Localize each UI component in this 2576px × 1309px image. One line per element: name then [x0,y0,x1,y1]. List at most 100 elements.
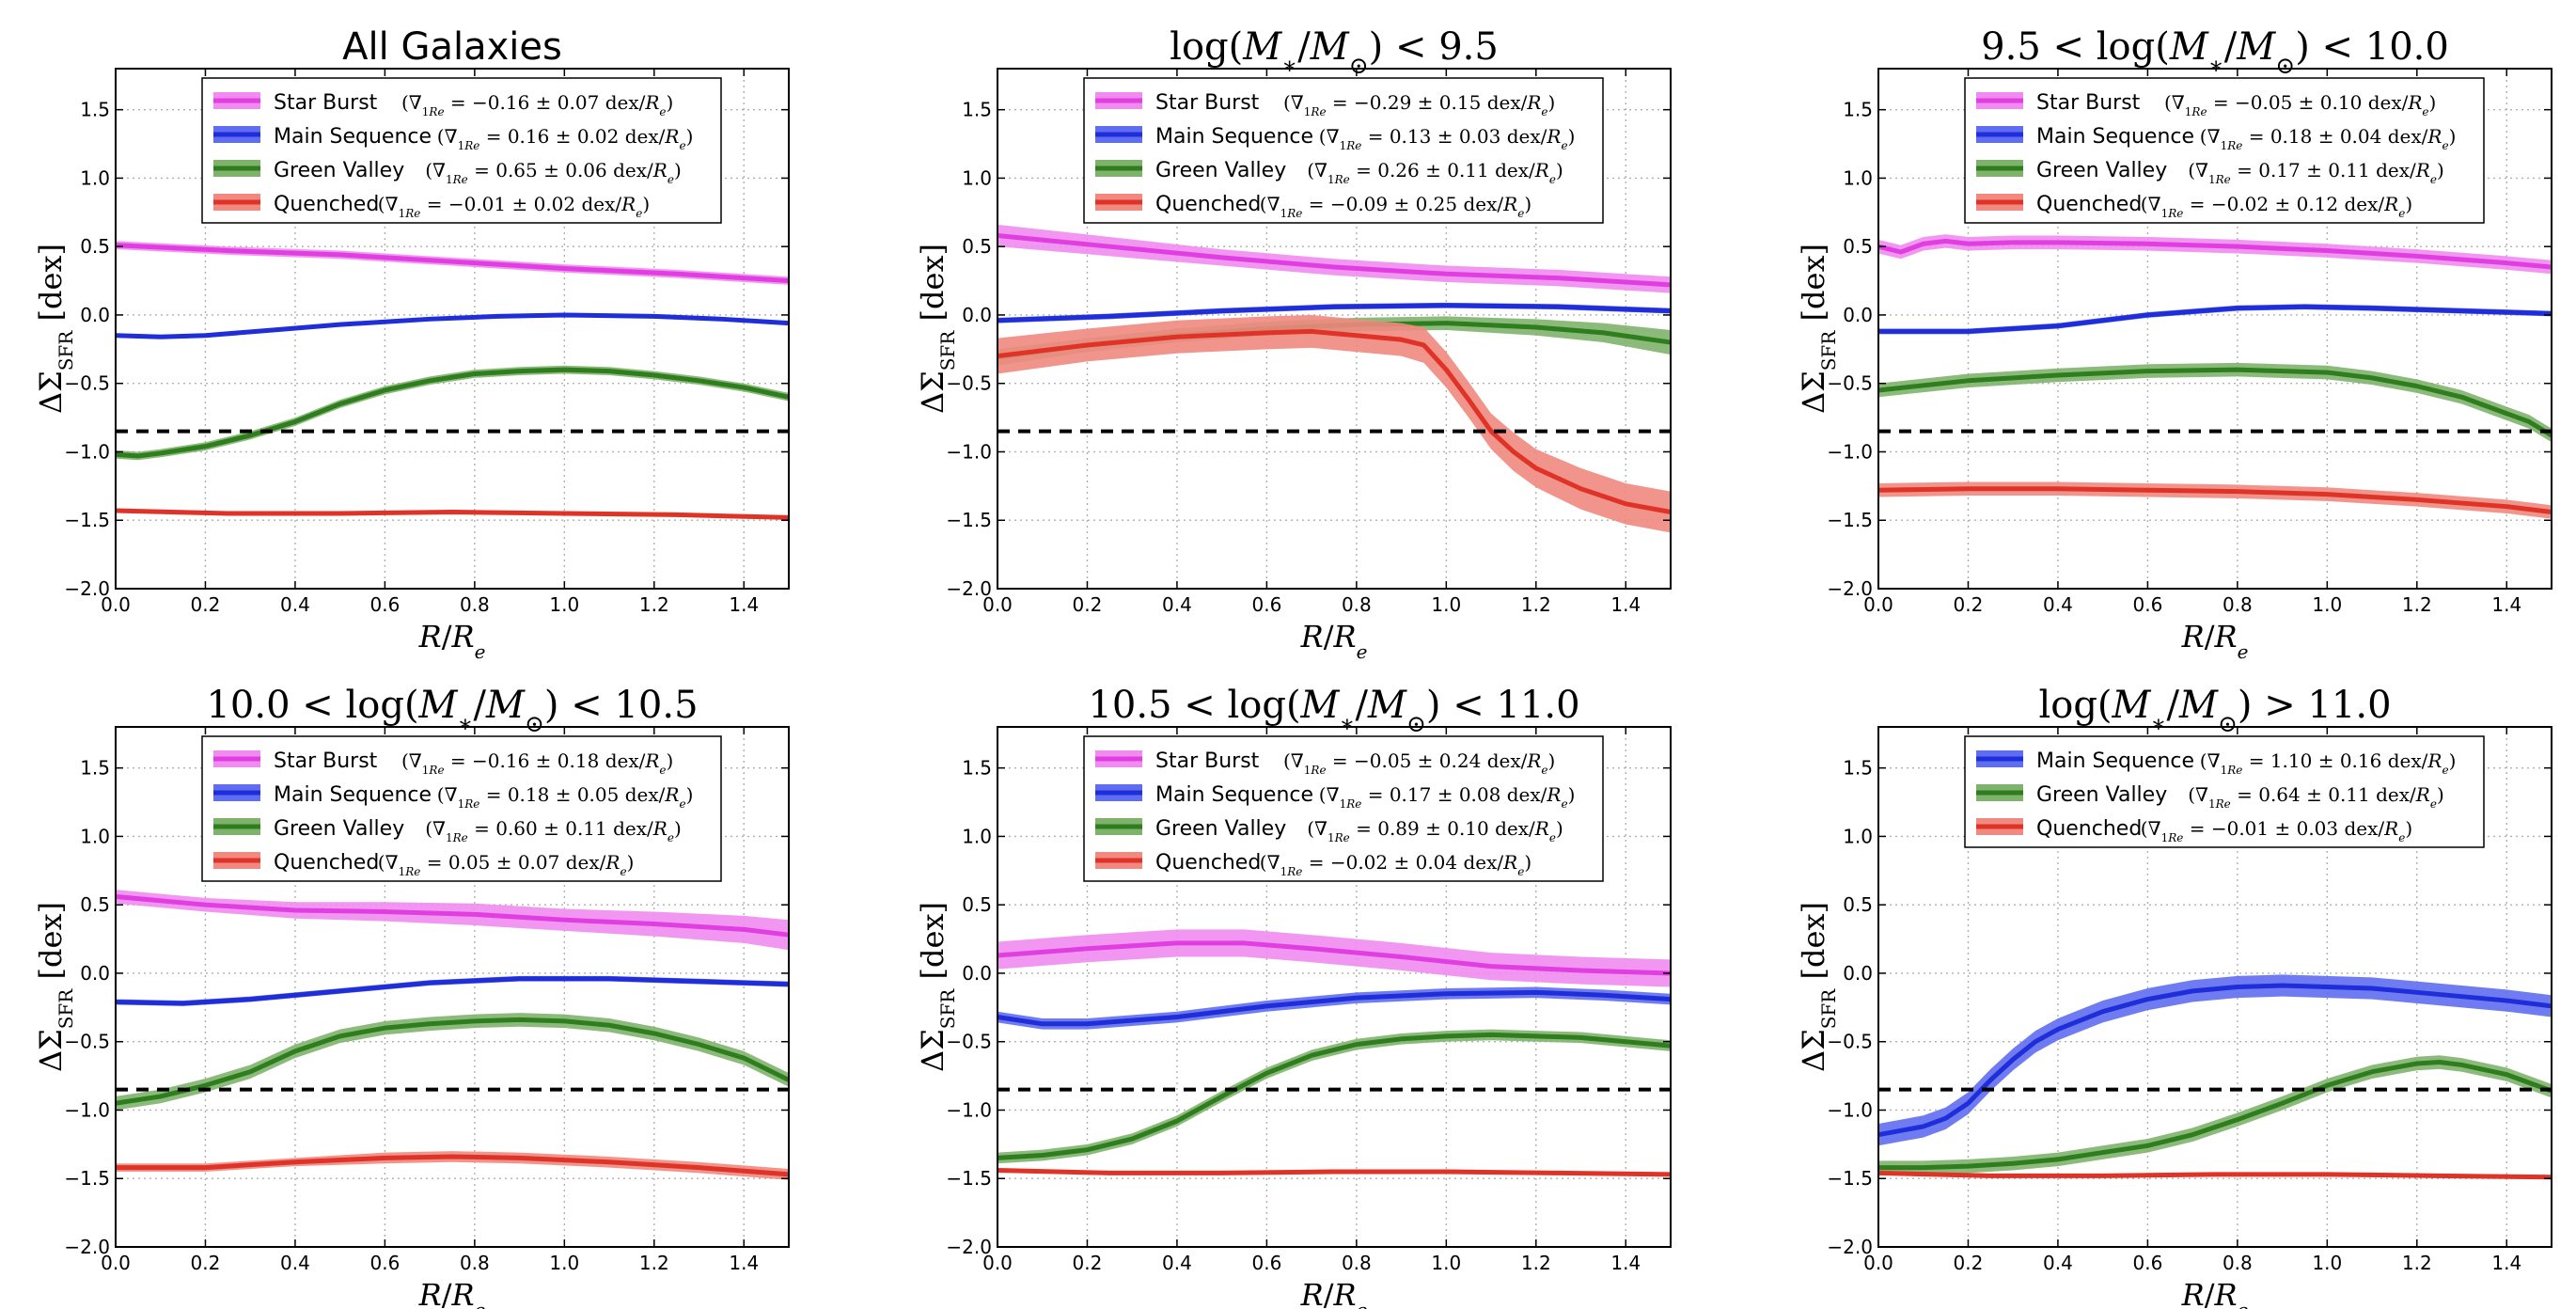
legend-item: Star Burst (∇1Re = −0.05 ± 0.24 dex/Re) [1095,749,1555,777]
series-line-main-sequence [115,312,790,339]
legend-item: Green Valley (∇1Re = 0.89 ± 0.10 dex/Re) [1095,817,1563,844]
x-axis-label: R/Re [1300,1277,1368,1309]
x-tick-label: 1.2 [2402,593,2432,616]
band-star-burst [1878,234,2552,275]
legend-series-name: Main Sequence [1155,125,1313,149]
x-tick-label: 1.4 [2491,1252,2521,1274]
x-axis-label: R/Re [418,619,486,663]
legend-item: Star Burst (∇1Re = −0.05 ± 0.10 dex/Re) [1976,91,2436,118]
x-tick-label: 0.4 [2043,593,2073,616]
legend-gradient-label: (∇1Re = −0.16 ± 0.18 dex/Re) [401,749,673,777]
x-tick-label: 1.2 [2402,1252,2432,1274]
legend-gradient-label: (∇1Re = 0.60 ± 0.11 dex/Re) [425,817,682,844]
x-tick-label: 0.6 [2132,1252,2162,1274]
legend-series-name: Main Sequence [1155,783,1313,807]
y-tick-label: 1.5 [1843,99,1873,121]
x-tick-label: 1.4 [2491,593,2521,616]
x-tick-label: 0.0 [982,1252,1013,1274]
x-tick-label: 0.8 [2223,1252,2253,1274]
legend-gradient-label: (∇1Re = −0.05 ± 0.24 dex/Re) [1283,749,1555,777]
y-tick-label: −0.5 [1827,372,1873,395]
y-tick-label: −2.0 [64,1236,110,1258]
axes-frame [1877,726,2552,1248]
legend-gradient-label: (∇1Re = −0.02 ± 0.04 dex/Re) [1260,851,1531,878]
y-tick-label: 1.0 [80,166,110,189]
legend: Star Burst (∇1Re = −0.16 ± 0.18 dex/Re) Ma… [201,735,722,882]
y-tick-label: −1.0 [1827,1098,1873,1121]
x-axis-label: R/Re [2181,619,2249,663]
legend-series-name: Green Valley [2036,159,2167,182]
legend-item: Main Sequence (∇1Re = 1.10 ± 0.16 dex/Re) [1976,749,2456,777]
legend-gradient-label: (∇1Re = −0.01 ± 0.03 dex/Re) [2141,817,2412,844]
x-tick-label: 0.8 [1342,1252,1372,1274]
legend: Main Sequence (∇1Re = 1.10 ± 0.16 dex/Re)… [1964,735,2485,848]
panel-1: 0.0 0.2 0.4 0.6 0.8 1.0 1.2 1.4 −2.0 −1.5 −1.0 −0.5… [33,25,790,663]
series-line-main-sequence [997,303,1672,323]
y-tick-label: 1.0 [1843,166,1873,189]
legend-box [1964,735,2485,848]
y-tick-label: −1.0 [946,1098,992,1121]
band-main-sequence [116,975,789,1006]
band-quenched [116,1151,789,1180]
legend-series-name: Main Sequence [274,125,432,149]
x-tick-label: 1.0 [1431,593,1461,616]
legend-item: Quenched(∇1Re = −0.01 ± 0.03 dex/Re) [1976,817,2412,844]
x-axis-label: R/Re [1300,619,1368,663]
legend-box [201,735,722,882]
x-tick-label: 1.2 [1521,1252,1551,1274]
legend-item: Green Valley (∇1Re = 0.26 ± 0.11 dex/Re) [1095,159,1563,186]
series-line-quenched [997,328,1672,514]
band-quenched [1878,481,2552,519]
legend-gradient-label: (∇1Re = 0.18 ± 0.04 dex/Re) [2200,125,2457,152]
panel-5: 0.0 0.2 0.4 0.6 0.8 1.0 1.2 1.4 −2.0 −1.5 −1.0 −0.5… [915,684,1672,1309]
legend-series-name: Green Valley [1155,159,1286,182]
x-tick-label: 1.4 [1610,1252,1641,1274]
legend-item: Star Burst (∇1Re = −0.16 ± 0.18 dex/Re) [213,749,673,777]
legend-item: Green Valley (∇1Re = 0.60 ± 0.11 dex/Re) [213,817,682,844]
x-tick-label: 0.4 [2043,1252,2073,1274]
y-tick-label: 1.0 [962,166,992,189]
band-green-valley [997,1029,1671,1164]
y-tick-label: 0.0 [80,962,110,985]
y-tick-label: 1.0 [962,825,992,847]
legend-gradient-label: (∇1Re = 0.13 ± 0.03 dex/Re) [1319,125,1576,152]
series-line-star-burst [997,940,1672,976]
axes-frame [1877,68,2552,590]
y-tick-label: 1.0 [80,825,110,847]
panel-4: 0.0 0.2 0.4 0.6 0.8 1.0 1.2 1.4 −2.0 −1.5 −1.0 −0.5… [33,684,791,1309]
legend: Star Burst (∇1Re = −0.16 ± 0.07 dex/Re) Ma… [201,77,722,224]
y-tick-label: 1.5 [962,757,992,780]
legend-item: Green Valley (∇1Re = 0.64 ± 0.11 dex/Re) [1976,783,2444,811]
legend-box [1964,77,2485,224]
legend-box [1083,735,1604,882]
series-line-green-valley [115,1017,791,1106]
y-tick-label: 0.0 [80,304,110,326]
series-line-quenched [115,508,790,520]
legend-gradient-label: (∇1Re = 0.18 ± 0.05 dex/Re) [437,783,694,811]
legend-series-name: Main Sequence [274,783,432,807]
y-tick-label: −0.5 [64,372,110,395]
y-tick-label: −1.5 [1827,1167,1873,1190]
legend-gradient-label: (∇1Re = 0.26 ± 0.11 dex/Re) [1307,159,1563,186]
legend-item: Green Valley (∇1Re = 0.17 ± 0.11 dex/Re) [1976,159,2444,186]
y-tick-label: 0.0 [1843,962,1873,985]
legend-item: Quenched(∇1Re = −0.09 ± 0.25 dex/Re) [1095,193,1531,220]
legend-series-name: Star Burst [2036,91,2141,115]
x-tick-label: 0.6 [1251,593,1281,616]
x-tick-label: 0.2 [1073,1252,1103,1274]
x-tick-label: 0.6 [369,1252,400,1274]
legend-gradient-label: (∇1Re = −0.09 ± 0.25 dex/Re) [1260,193,1531,220]
y-axis-label: ΔΣSFR [dex] [33,244,77,414]
x-tick-label: 1.2 [639,1252,669,1274]
x-tick-label: 0.2 [1954,1252,1984,1274]
band-star-burst [997,224,1671,293]
series-line-main-sequence [1878,304,2552,334]
legend-item: Main Sequence (∇1Re = 0.16 ± 0.02 dex/Re) [213,125,693,152]
panel-title: 10.0 < log(M∗/M⊙) < 10.5 [206,684,698,737]
panel-6: 0.0 0.2 0.4 0.6 0.8 1.0 1.2 1.4 −2.0 −1.5 −1.0 −0.5… [1796,684,2552,1309]
legend-series-name: Green Valley [2036,783,2167,807]
legend-series-name: Quenched [2036,193,2142,216]
y-tick-label: 1.0 [1843,825,1873,847]
x-tick-label: 1.0 [2312,593,2342,616]
